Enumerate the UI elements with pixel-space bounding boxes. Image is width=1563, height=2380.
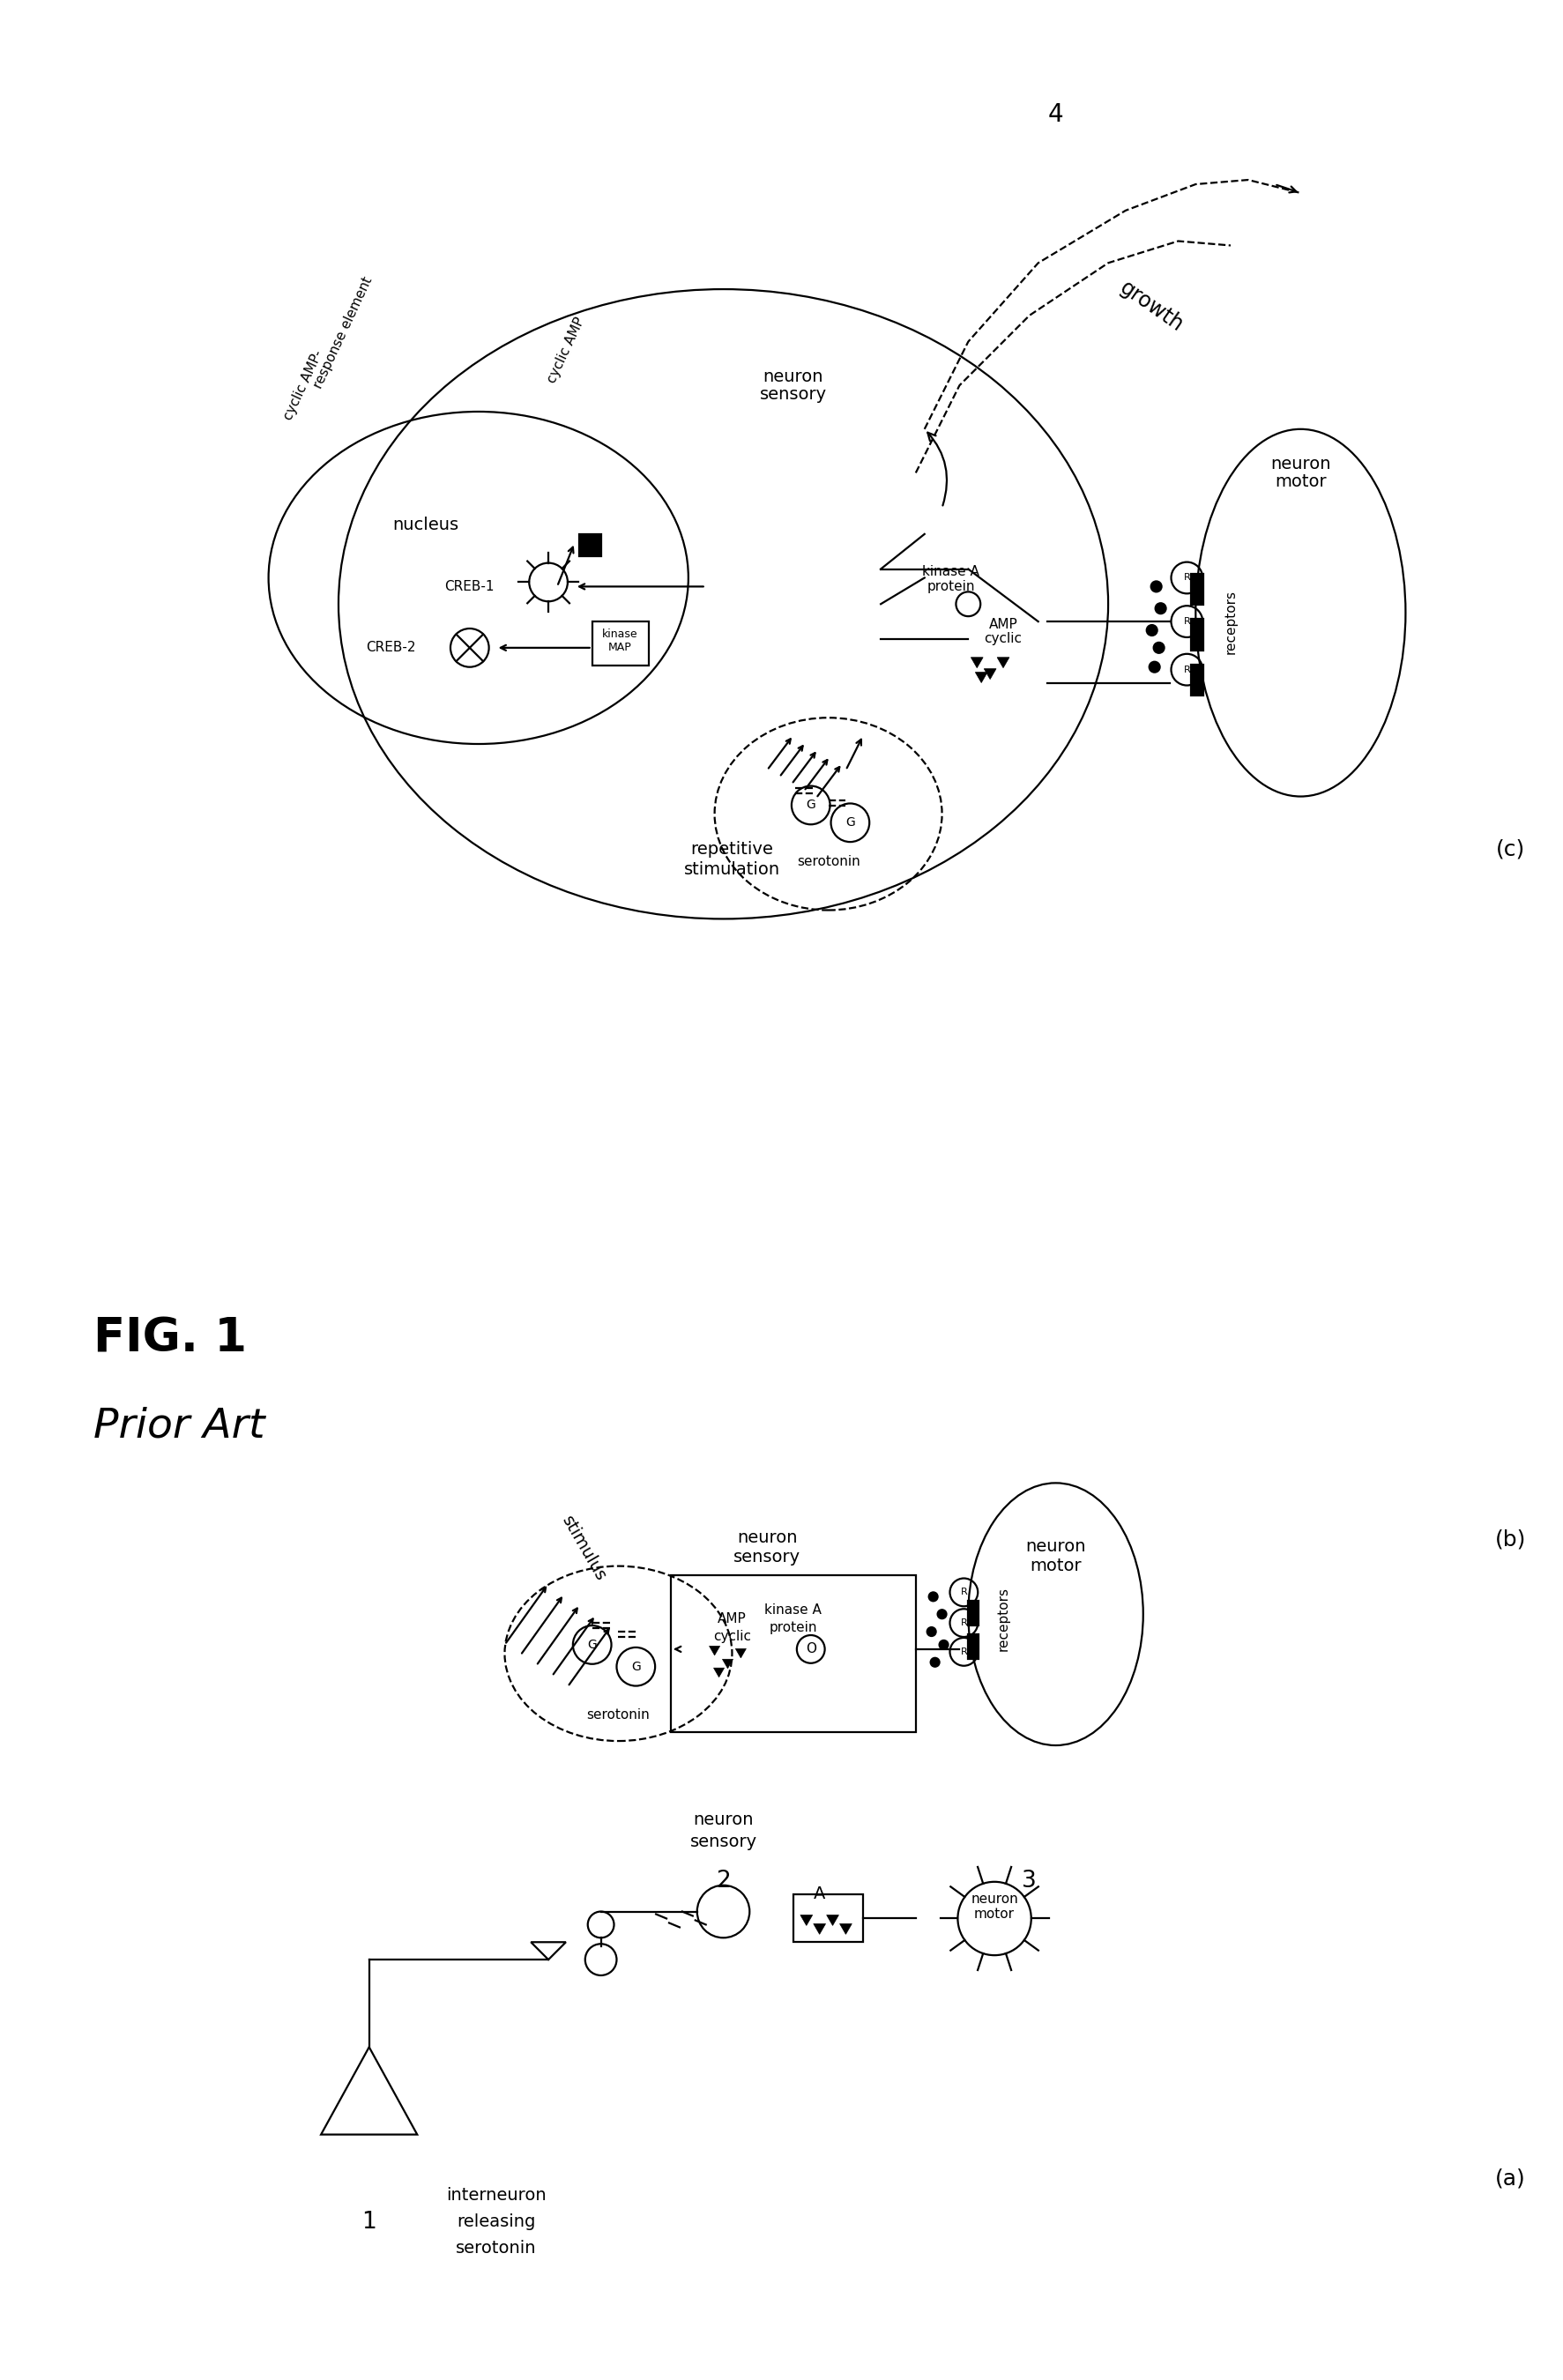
Bar [1191,619,1204,650]
Polygon shape [813,1923,825,1935]
Text: cyclic AMP-: cyclic AMP- [281,347,325,421]
Polygon shape [971,657,983,669]
Text: MAP: MAP [608,643,631,654]
Bar [967,1635,978,1659]
Text: neuron: neuron [1025,1537,1086,1554]
Bar [671,1576,916,1733]
Bar [592,621,649,666]
Text: response element: response element [311,276,375,390]
Bar [578,533,600,557]
Text: kinase A: kinase A [922,564,980,578]
Text: neuron: neuron [763,369,824,386]
Text: releasing: releasing [456,2213,535,2230]
Text: cyclic: cyclic [985,633,1022,645]
Text: neuron: neuron [971,1892,1018,1906]
Text: protein: protein [769,1621,817,1635]
Circle shape [928,1592,938,1602]
Text: 3: 3 [1022,1868,1036,1892]
Circle shape [1153,643,1164,652]
Text: 1: 1 [361,2211,377,2232]
Polygon shape [975,671,988,683]
Text: serotonin: serotonin [455,2240,536,2256]
Text: CREB-2: CREB-2 [366,640,416,655]
Circle shape [939,1640,949,1649]
Text: kinase: kinase [602,628,638,640]
Text: neuron: neuron [736,1530,797,1547]
Text: motor: motor [1030,1557,1082,1576]
Text: repetitive: repetitive [691,840,774,857]
Polygon shape [710,1647,721,1654]
Text: AMP: AMP [989,616,1018,631]
Text: stimulation: stimulation [685,862,780,878]
Text: serotonin: serotonin [797,854,860,869]
Text: receptors: receptors [997,1587,1010,1652]
Text: growth: growth [1116,276,1188,336]
Text: (b): (b) [1494,1530,1525,1549]
Text: O: O [805,1642,816,1656]
Polygon shape [800,1916,813,1925]
Bar [794,1894,863,1942]
Text: 2: 2 [716,1868,731,1892]
Text: stimulus: stimulus [558,1514,608,1585]
Circle shape [927,1628,936,1635]
Text: neuron: neuron [692,1811,753,1828]
Circle shape [938,1609,946,1618]
Circle shape [1149,662,1160,671]
Text: interneuron: interneuron [445,2187,545,2204]
Bar [967,1602,978,1626]
Text: FIG. 1: FIG. 1 [94,1316,247,1361]
Text: serotonin: serotonin [586,1709,650,1721]
Polygon shape [985,669,996,678]
Text: receptors: receptors [1224,590,1238,655]
Text: nucleus: nucleus [392,516,460,533]
Polygon shape [997,657,1010,669]
Circle shape [1155,602,1166,614]
Circle shape [1147,626,1157,635]
Text: AMP: AMP [717,1611,747,1626]
Text: R: R [1183,574,1191,583]
Text: R: R [960,1587,967,1597]
Text: G: G [846,816,855,828]
Text: A: A [814,1885,825,1902]
Text: neuron: neuron [1271,455,1330,474]
Circle shape [930,1659,939,1666]
Text: R: R [1183,666,1191,674]
Text: cyclic: cyclic [713,1630,752,1642]
Text: kinase A: kinase A [764,1604,822,1616]
Bar [1191,664,1204,695]
Polygon shape [827,1916,839,1925]
Bar [1191,574,1204,605]
Polygon shape [736,1649,746,1659]
Polygon shape [839,1923,852,1935]
Text: motor: motor [974,1906,1014,1921]
Polygon shape [714,1668,724,1678]
Text: CREB-1: CREB-1 [445,581,494,593]
Text: 4: 4 [1047,102,1063,126]
Text: sensory: sensory [689,1833,756,1849]
Text: Prior Art: Prior Art [94,1407,266,1447]
Text: R: R [960,1647,967,1656]
Text: cyclic AMP: cyclic AMP [545,317,588,386]
Polygon shape [722,1659,733,1668]
Circle shape [1150,581,1161,593]
Text: (a): (a) [1496,2168,1525,2190]
Text: G: G [807,800,816,812]
Text: motor: motor [1275,474,1327,490]
Text: R: R [960,1618,967,1628]
Text: G: G [631,1661,641,1673]
Text: (c): (c) [1496,838,1525,859]
Text: sensory: sensory [760,386,827,402]
Text: protein: protein [927,581,975,593]
Text: sensory: sensory [733,1549,800,1566]
Text: G: G [588,1637,597,1652]
Text: R: R [1183,616,1191,626]
